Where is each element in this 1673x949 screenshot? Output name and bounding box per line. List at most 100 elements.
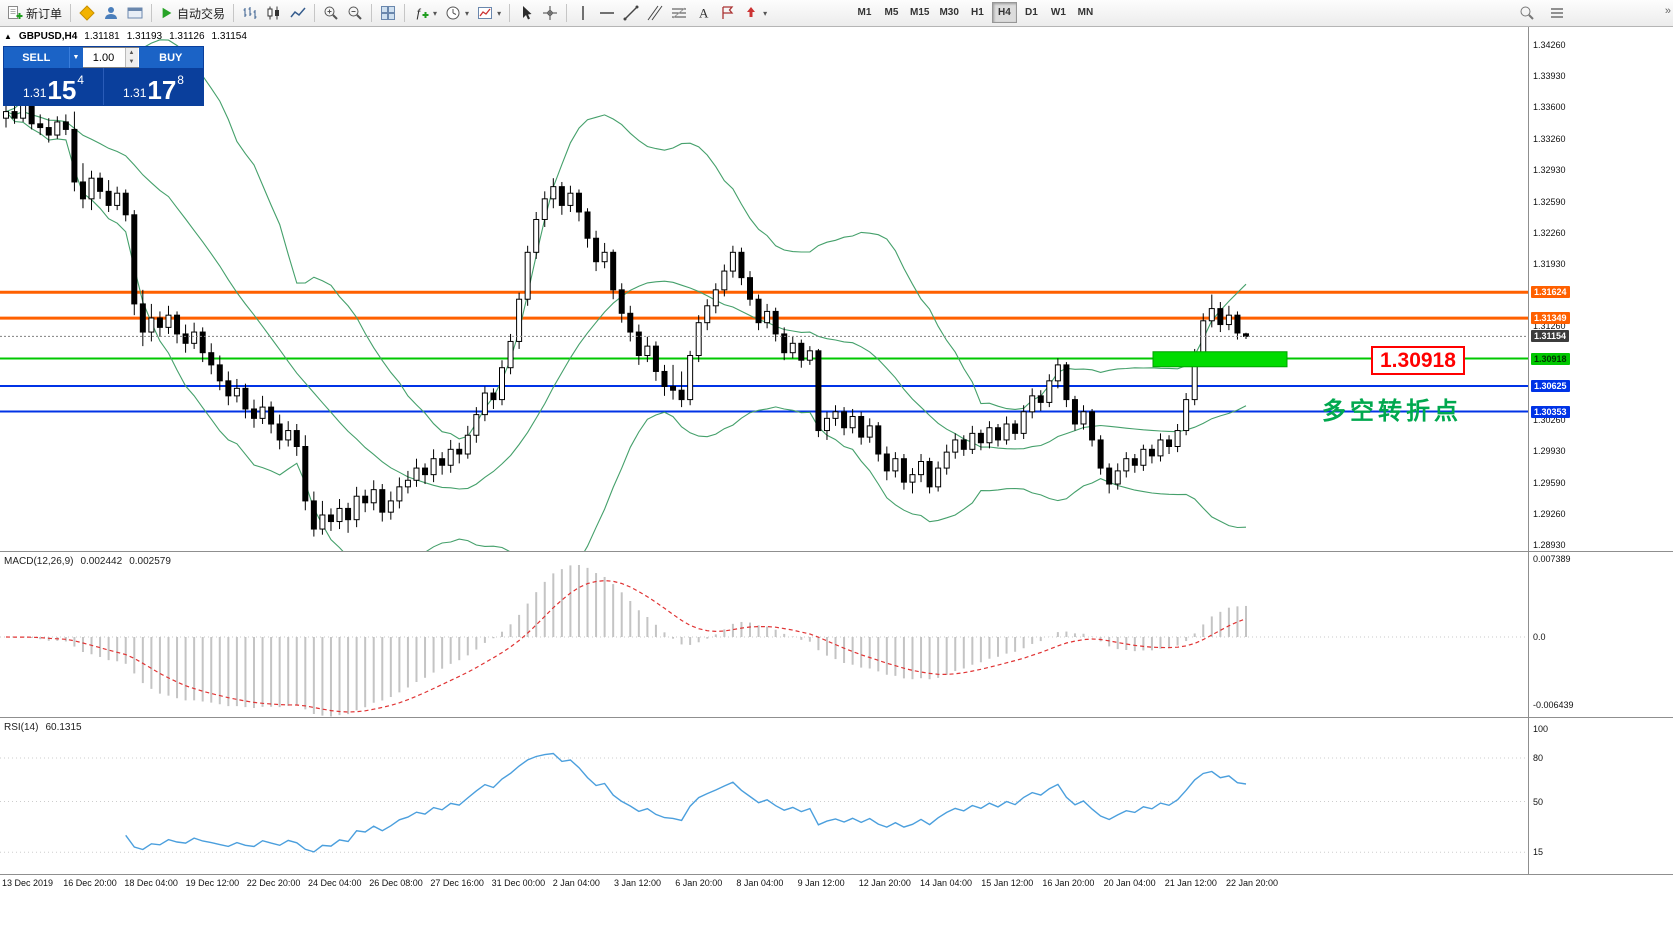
ask-prefix: 1.31 xyxy=(123,86,147,100)
chevron-down-icon: ▾ xyxy=(465,8,470,18)
navigator-icon xyxy=(105,7,118,19)
sell-button[interactable]: SELL xyxy=(4,47,69,68)
trendline-tool-button[interactable] xyxy=(619,2,643,24)
price-axis-label: 1.29590 xyxy=(1533,478,1566,489)
bar-chart-mode-button[interactable] xyxy=(238,2,262,24)
bid-big-digits: 15 xyxy=(47,75,77,105)
channel-icon xyxy=(647,5,663,21)
timeframe-button-h1[interactable]: H1 xyxy=(965,2,990,23)
bid-prefix: 1.31 xyxy=(23,86,47,100)
channel-tool-button[interactable] xyxy=(643,2,667,24)
turning-point-annotation[interactable]: 多空转折点 xyxy=(1322,398,1462,425)
price-axis-label: 1.31260 xyxy=(1533,321,1566,332)
chevron-down-icon: ▾ xyxy=(497,8,502,18)
timeframe-button-h4[interactable]: H4 xyxy=(991,2,1017,23)
timeframe-button-mn[interactable]: MN xyxy=(1073,2,1098,23)
price-axis-label: 1.30260 xyxy=(1533,415,1566,426)
autotrading-play-icon xyxy=(162,7,172,19)
window-list-button[interactable] xyxy=(1545,2,1569,24)
toolbar-separator xyxy=(70,4,72,22)
ohlc-high: 1.31193 xyxy=(126,31,163,42)
rsi-axis-label: 50 xyxy=(1533,796,1544,807)
timeframe-button-m15[interactable]: M15 xyxy=(906,2,933,23)
timeframe-button-d1[interactable]: D1 xyxy=(1019,2,1044,23)
list-icon xyxy=(1551,8,1563,18)
new-order-button[interactable]: 新订单 xyxy=(3,2,66,24)
rsi-value: 60.1315 xyxy=(45,722,82,733)
arrows-tool-button[interactable]: ▾ xyxy=(739,2,771,24)
toolbar-separator xyxy=(314,4,316,22)
new-order-icon xyxy=(8,6,23,19)
autotrading-button[interactable]: 自动交易 xyxy=(156,2,229,24)
time-axis-label: 14 Jan 04:00 xyxy=(920,878,973,888)
zoom-in-button[interactable] xyxy=(319,2,343,24)
volume-input[interactable] xyxy=(82,48,125,67)
market-watch-button[interactable] xyxy=(75,2,99,24)
navigator-button[interactable] xyxy=(99,2,123,24)
chevron-down-icon: ▾ xyxy=(763,8,768,18)
timeframe-button-w1[interactable]: W1 xyxy=(1046,2,1071,23)
main-toolbar: 新订单 自动交易 xyxy=(0,0,1673,27)
indicators-button[interactable]: ƒ ▾ xyxy=(409,2,441,24)
terminal-button[interactable] xyxy=(123,2,147,24)
ohlc-close: 1.31154 xyxy=(211,31,247,42)
zoom-out-button[interactable] xyxy=(343,2,367,24)
templates-button[interactable]: ▾ xyxy=(473,2,505,24)
periods-button[interactable]: ▾ xyxy=(441,2,473,24)
crosshair-tool-button[interactable] xyxy=(538,2,562,24)
price-badge: 1.30918 xyxy=(1531,352,1570,365)
time-axis-label: 6 Jan 20:00 xyxy=(675,878,723,888)
time-axis-label: 24 Dec 04:00 xyxy=(308,878,362,888)
bar-chart-icon xyxy=(243,7,257,19)
text-tool-button[interactable]: A xyxy=(691,2,715,24)
vertical-line-tool-button[interactable] xyxy=(571,2,595,24)
fibonacci-tool-button[interactable] xyxy=(667,2,691,24)
rsi-chart[interactable] xyxy=(0,718,1529,874)
volume-dropdown-icon[interactable]: ▼ xyxy=(68,47,83,68)
label-icon xyxy=(722,6,734,19)
time-axis-label: 26 Dec 08:00 xyxy=(369,878,423,888)
bid-pip-digit: 4 xyxy=(77,73,84,87)
price-axis-border xyxy=(1528,27,1529,875)
buy-button[interactable]: BUY xyxy=(138,47,203,68)
price-axis-label: 1.34260 xyxy=(1533,40,1566,50)
arrow-shape-icon xyxy=(747,7,756,17)
cursor-tool-button[interactable] xyxy=(514,2,538,24)
terminal-icon xyxy=(127,7,143,19)
rsi-name: RSI(14) xyxy=(4,722,39,733)
horizontal-line-tool-button[interactable] xyxy=(595,2,619,24)
window-search-button[interactable] xyxy=(1515,2,1539,24)
candlestick-chart[interactable] xyxy=(0,27,1529,551)
price-axis-label: 1.28930 xyxy=(1533,540,1566,550)
toolbar-overflow-icon[interactable]: » xyxy=(1664,5,1671,17)
price-badge: 1.30353 xyxy=(1531,405,1570,418)
volume-up-icon[interactable]: ▲ xyxy=(125,48,138,58)
time-axis[interactable]: 13 Dec 2019 16 Dec 20:00 18 Dec 04:00 19 De… xyxy=(0,875,1673,949)
timeframe-button-m5[interactable]: M5 xyxy=(879,2,904,23)
time-axis-label: 15 Jan 12:00 xyxy=(981,878,1034,888)
zoom-in-icon xyxy=(324,6,338,20)
cursor-icon xyxy=(523,6,532,20)
timeframe-button-m30[interactable]: M30 xyxy=(935,2,962,23)
price-axis-label: 1.33260 xyxy=(1533,133,1566,144)
price-axis[interactable]: 1.34260 1.33930 1.33600 1.33260 1.32930 1.325… xyxy=(1529,0,1673,949)
label-tool-button[interactable] xyxy=(715,2,739,24)
toolbar-separator xyxy=(371,4,373,22)
panel-divider[interactable] xyxy=(0,551,1673,552)
price-annotation-box[interactable]: 1.30918 xyxy=(1371,346,1465,375)
time-axis-label: 3 Jan 12:00 xyxy=(614,878,662,888)
text-icon: A xyxy=(699,6,709,21)
volume-down-icon[interactable]: ▼ xyxy=(125,57,138,67)
template-icon xyxy=(478,7,493,19)
macd-axis-label: 0.007389 xyxy=(1533,554,1571,565)
ask-price-button[interactable]: 1.31 17 8 xyxy=(103,68,203,105)
line-chart-mode-button[interactable] xyxy=(286,2,310,24)
tile-windows-button[interactable] xyxy=(376,2,400,24)
macd-chart[interactable] xyxy=(0,552,1529,717)
candlestick-mode-button[interactable] xyxy=(262,2,286,24)
panel-divider[interactable] xyxy=(0,717,1673,718)
bid-price-button[interactable]: 1.31 15 4 xyxy=(4,68,103,105)
toolbar-separator xyxy=(404,4,406,22)
timeframe-button-m1[interactable]: M1 xyxy=(852,2,877,23)
